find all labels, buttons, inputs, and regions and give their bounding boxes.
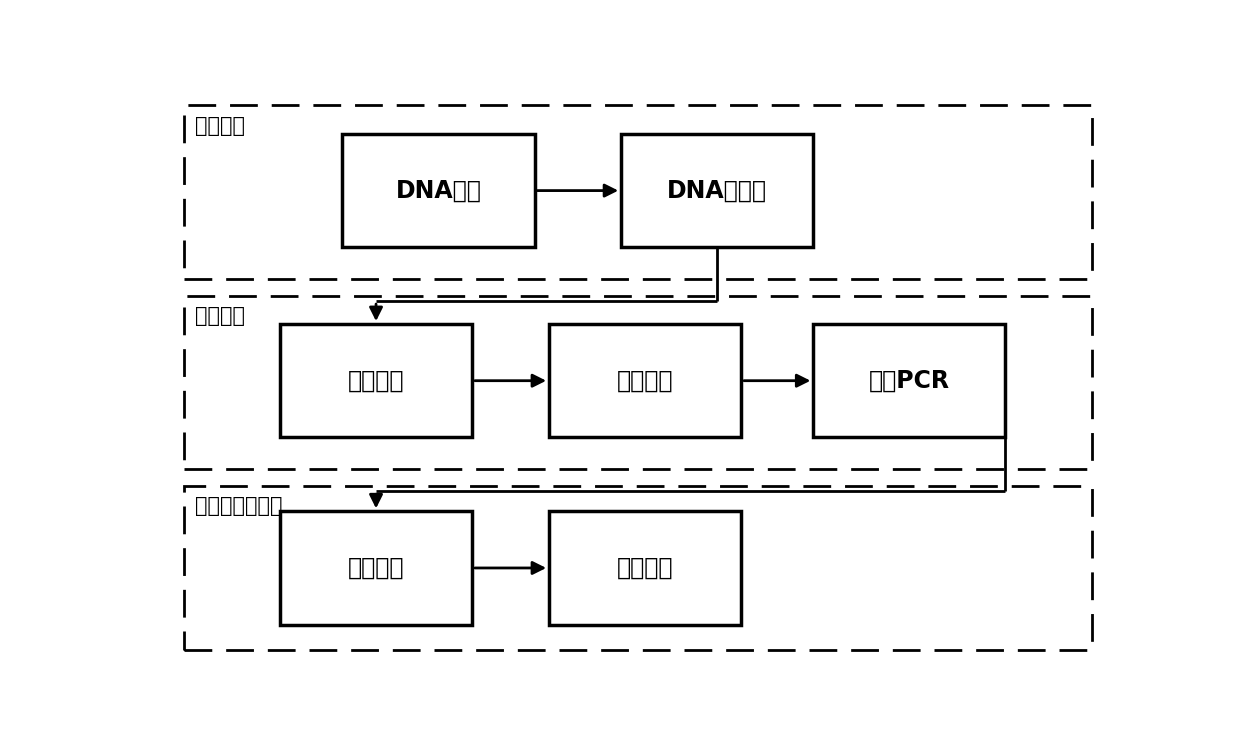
Bar xyxy=(342,134,534,248)
Text: 数据分析: 数据分析 xyxy=(616,556,673,580)
Bar xyxy=(280,324,472,438)
Text: 文库PCR: 文库PCR xyxy=(869,368,950,393)
Text: DNA提取: DNA提取 xyxy=(396,178,481,203)
Bar xyxy=(621,134,813,248)
Text: 上机测序: 上机测序 xyxy=(347,556,404,580)
Text: 文库构建: 文库构建 xyxy=(196,306,246,326)
Text: 测序及数据分析: 测序及数据分析 xyxy=(196,496,283,516)
Bar xyxy=(184,486,1092,650)
Text: 样本处理: 样本处理 xyxy=(196,116,246,136)
Text: DNA片段化: DNA片段化 xyxy=(667,178,768,203)
Bar xyxy=(184,296,1092,469)
Bar xyxy=(549,324,742,438)
Bar xyxy=(549,511,742,625)
Text: 末端修复: 末端修复 xyxy=(347,368,404,393)
Text: 接头连接: 接头连接 xyxy=(616,368,673,393)
Bar xyxy=(280,511,472,625)
Bar xyxy=(184,105,1092,279)
Bar xyxy=(813,324,1006,438)
